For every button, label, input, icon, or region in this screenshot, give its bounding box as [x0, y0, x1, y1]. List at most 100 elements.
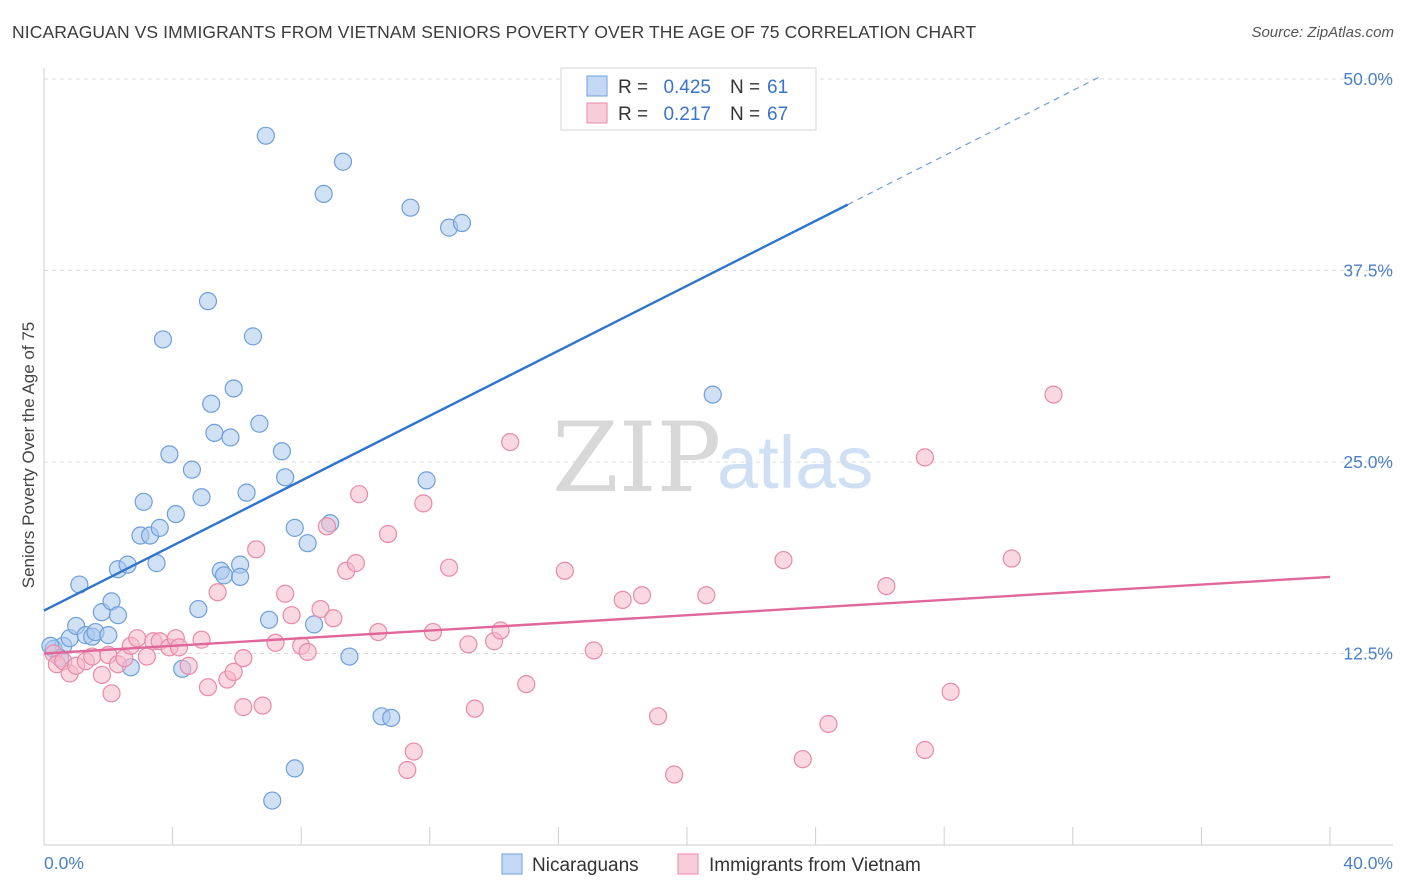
- point-0-37: [237, 483, 256, 502]
- point-0-39: [250, 414, 269, 433]
- point-1-30: [266, 633, 285, 652]
- point-0-27: [192, 488, 211, 507]
- point-1-69: [1044, 385, 1063, 404]
- point-0-49: [314, 184, 333, 203]
- point-1-26: [234, 648, 253, 668]
- point-0-42: [272, 442, 292, 461]
- point-1-66: [915, 740, 935, 760]
- bottom-legend-swatch-1: [677, 853, 699, 875]
- watermark-atlas: atlas: [717, 421, 873, 504]
- point-1-13: [128, 629, 147, 648]
- point-1-43: [398, 760, 417, 780]
- y-tick-label-3: 50.0%: [1343, 69, 1393, 89]
- point-1-37: [324, 609, 343, 628]
- point-0-59: [703, 385, 722, 404]
- point-0-32: [214, 566, 234, 585]
- legend-r-value-0: 0.425: [663, 77, 711, 98]
- point-1-54: [555, 561, 574, 580]
- point-0-10: [99, 626, 118, 645]
- point-1-28: [247, 540, 266, 559]
- point-0-26: [189, 599, 208, 619]
- legend-n-value-1: 67: [767, 104, 788, 125]
- legend: R = 0.425 N = 61 R = 0.217 N = 67: [560, 67, 817, 131]
- trend-line-1: [43, 575, 1331, 655]
- point-1-27: [234, 698, 253, 717]
- point-1-49: [465, 699, 484, 718]
- chart-source: Source: ZipAtlas.com: [1251, 24, 1394, 41]
- y-tick-label-0: 12.5%: [1343, 644, 1393, 664]
- point-1-44: [404, 742, 423, 761]
- point-1-64: [877, 576, 896, 596]
- trend-extension-0: [847, 76, 1099, 206]
- trend-lines: [43, 76, 1331, 655]
- point-1-62: [793, 750, 812, 769]
- point-0-52: [340, 647, 359, 666]
- point-1-51: [491, 621, 510, 640]
- series-vietnam: [44, 385, 1063, 784]
- point-1-55: [584, 641, 603, 660]
- point-0-56: [417, 471, 436, 490]
- legend-n-label-1: N =: [730, 104, 760, 125]
- point-1-61: [774, 550, 793, 570]
- point-1-59: [665, 765, 684, 784]
- y-axis-label: Seniors Poverty Over the Age of 75: [19, 322, 38, 588]
- tick-labels: 12.5% 25.0% 37.5% 50.0% 0.0% 40.0%: [44, 69, 1393, 873]
- x-tick-label-1: 40.0%: [1343, 853, 1393, 873]
- series-nicaraguans: [41, 126, 722, 810]
- point-0-12: [108, 606, 128, 625]
- point-0-17: [134, 492, 153, 511]
- legend-swatch-0: [586, 75, 608, 97]
- point-0-54: [382, 708, 401, 727]
- point-0-38: [243, 327, 263, 346]
- point-1-34: [298, 642, 317, 662]
- point-1-45: [414, 494, 433, 513]
- point-1-25: [224, 662, 243, 681]
- point-0-36: [231, 567, 250, 587]
- point-1-36: [317, 517, 337, 536]
- point-0-28: [198, 292, 218, 311]
- point-0-33: [221, 428, 240, 447]
- point-1-53: [517, 675, 536, 694]
- point-0-22: [160, 445, 179, 464]
- point-1-40: [349, 485, 369, 504]
- bottom-legend: Nicaraguans Immigrants from Vietnam: [501, 853, 921, 876]
- point-1-19: [169, 638, 189, 657]
- point-0-34: [224, 379, 243, 398]
- point-0-47: [285, 759, 304, 778]
- point-0-55: [401, 198, 420, 217]
- axes: [43, 68, 1393, 846]
- point-1-60: [697, 586, 716, 605]
- legend-r-value-1: 0.217: [663, 104, 711, 125]
- point-1-65: [915, 448, 935, 467]
- point-1-56: [613, 590, 632, 609]
- point-1-23: [208, 583, 227, 602]
- point-0-45: [298, 534, 317, 553]
- trend-line-0: [43, 203, 849, 612]
- point-1-57: [632, 586, 652, 605]
- point-0-46: [304, 615, 324, 634]
- legend-r-label-0: R =: [618, 77, 648, 98]
- point-1-52: [501, 432, 520, 452]
- y-tick-label-1: 25.0%: [1343, 452, 1393, 472]
- point-1-48: [459, 635, 478, 654]
- legend-n-value-0: 61: [767, 77, 788, 98]
- legend-r-label-1: R =: [618, 104, 648, 125]
- point-0-25: [182, 460, 201, 479]
- point-1-22: [198, 678, 218, 697]
- point-1-58: [648, 707, 668, 726]
- point-0-44: [285, 518, 304, 537]
- point-0-58: [452, 213, 472, 233]
- point-0-40: [256, 126, 275, 145]
- watermark-zip: ZIP: [552, 402, 721, 514]
- x-tick-label-0: 0.0%: [44, 853, 84, 873]
- point-1-29: [253, 696, 272, 715]
- point-0-48: [263, 791, 282, 810]
- point-1-67: [941, 682, 960, 701]
- point-0-23: [166, 504, 185, 524]
- point-0-20: [150, 518, 169, 537]
- legend-swatch-1: [586, 102, 608, 124]
- point-1-63: [819, 714, 838, 734]
- point-1-39: [346, 554, 365, 573]
- legend-n-label-0: N =: [730, 77, 760, 98]
